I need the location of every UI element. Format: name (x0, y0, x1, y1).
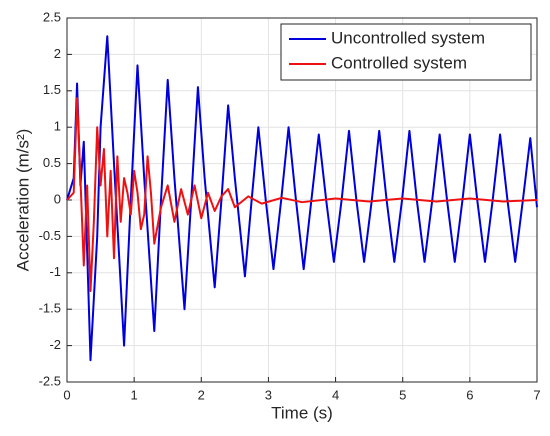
legend-label: Controlled system (331, 53, 467, 72)
y-tick-label: -1 (49, 264, 61, 279)
y-tick-label: -0.5 (39, 228, 61, 243)
x-tick-label: 6 (466, 387, 473, 402)
legend-label: Uncontrolled system (331, 28, 485, 47)
x-tick-label: 4 (332, 387, 339, 402)
y-tick-label: 2.5 (43, 9, 61, 24)
y-tick-label: -2 (49, 337, 61, 352)
x-tick-label: 0 (63, 387, 70, 402)
x-tick-label: 5 (399, 387, 406, 402)
y-tick-label: -2.5 (39, 373, 61, 388)
y-tick-label: -1.5 (39, 301, 61, 316)
x-axis-label: Time (s) (271, 403, 333, 422)
x-tick-label: 3 (265, 387, 272, 402)
y-tick-label: 1.5 (43, 82, 61, 97)
series-line (66, 35, 538, 362)
y-tick-label: 0.5 (43, 155, 61, 170)
y-tick-label: 0 (54, 191, 61, 206)
legend-box (280, 23, 532, 81)
y-tick-label: 2 (54, 46, 61, 61)
x-tick-label: 2 (198, 387, 205, 402)
x-tick-label: 1 (131, 387, 138, 402)
x-tick-label: 7 (533, 387, 540, 402)
series-line (66, 97, 538, 292)
y-axis-label: Acceleration (m/s²) (13, 129, 32, 272)
y-tick-label: 1 (54, 119, 61, 134)
